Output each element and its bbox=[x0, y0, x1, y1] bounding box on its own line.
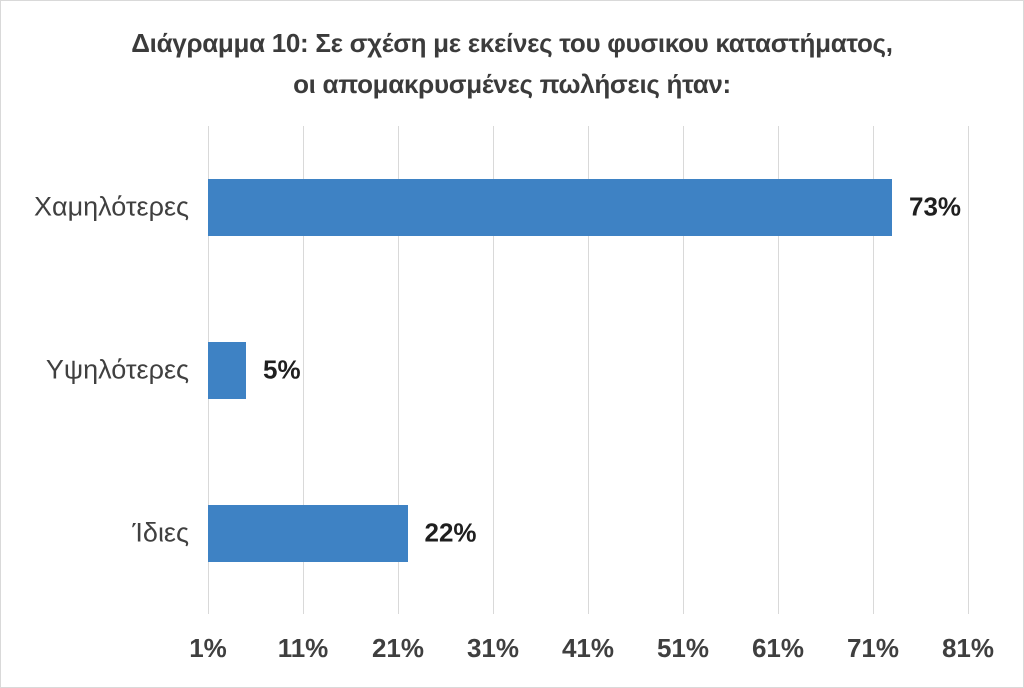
plot-area: 73% 5% 22% bbox=[207, 126, 969, 614]
bar-2 bbox=[208, 342, 246, 399]
gridline bbox=[777, 126, 779, 614]
gridline bbox=[872, 126, 874, 614]
x-axis-tick-label: 11% bbox=[277, 633, 329, 663]
gridline bbox=[397, 126, 399, 614]
x-axis-tick-label: 41% bbox=[561, 633, 615, 663]
chart-title-line-1: Διάγραμμα 10: Σε σχέση με εκείνες του φυ… bbox=[131, 28, 893, 58]
x-axis-tick-label: 31% bbox=[466, 633, 520, 663]
x-axis: 1% 11% 21% 31% 41% 51% 61% 71% 81% bbox=[189, 633, 994, 669]
chart-title: Διάγραμμα 10: Σε σχέση με εκείνες του φυ… bbox=[1, 23, 1023, 105]
category-label: Χαμηλότερες bbox=[33, 191, 189, 222]
x-axis-tick-label: 71% bbox=[846, 633, 900, 663]
gridline bbox=[967, 126, 969, 614]
bar-1 bbox=[208, 179, 892, 237]
gridline bbox=[682, 126, 684, 614]
x-axis-tick-label: 1% bbox=[189, 633, 227, 663]
gridline bbox=[302, 126, 304, 614]
gridline bbox=[587, 126, 589, 614]
data-label: 73% bbox=[909, 191, 962, 222]
data-label: 22% bbox=[424, 517, 477, 548]
category-label: Ίδιες bbox=[132, 517, 189, 548]
gridline bbox=[492, 126, 494, 614]
chart-title-line-2: οι απομακρυσμένες πωλήσεις ήταν: bbox=[293, 69, 731, 99]
x-axis-tick-label: 21% bbox=[371, 633, 425, 663]
x-axis-tick-label: 81% bbox=[941, 633, 995, 663]
bar-3 bbox=[208, 504, 408, 562]
x-axis-tick-label: 61% bbox=[751, 633, 805, 663]
y-axis-category-labels: Χαμηλότερες Υψηλότερες Ίδιες bbox=[1, 126, 189, 614]
x-axis-tick-label: 51% bbox=[656, 633, 710, 663]
data-label: 5% bbox=[263, 354, 301, 385]
category-label: Υψηλότερες bbox=[45, 354, 189, 385]
